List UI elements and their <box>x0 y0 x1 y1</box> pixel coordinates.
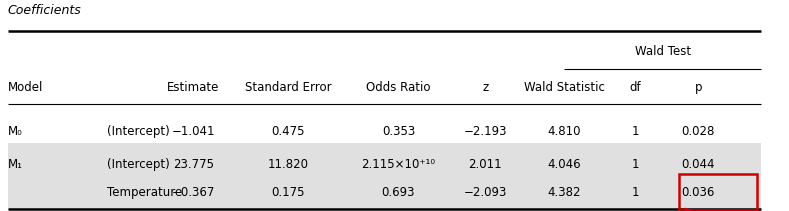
Text: Odds Ratio: Odds Ratio <box>366 81 431 94</box>
Text: Coefficients: Coefficients <box>8 4 81 17</box>
Text: (Intercept): (Intercept) <box>107 158 170 171</box>
Text: 2.115×10⁺¹⁰: 2.115×10⁺¹⁰ <box>361 158 436 171</box>
Text: 1: 1 <box>631 158 639 171</box>
Text: z: z <box>482 81 488 94</box>
Text: Temperature: Temperature <box>107 185 181 199</box>
Text: −2.093: −2.093 <box>464 185 507 199</box>
Text: 23.775: 23.775 <box>173 158 214 171</box>
Text: 0.036: 0.036 <box>682 185 715 199</box>
Text: Estimate: Estimate <box>167 81 219 94</box>
Text: 11.820: 11.820 <box>267 158 308 171</box>
Text: 1: 1 <box>631 185 639 199</box>
Text: 4.046: 4.046 <box>548 158 581 171</box>
Text: df: df <box>630 81 641 94</box>
Text: Standard Error: Standard Error <box>245 81 331 94</box>
Bar <box>8 143 761 210</box>
Text: Wald Test: Wald Test <box>634 45 691 58</box>
Text: 0.175: 0.175 <box>271 185 305 199</box>
Bar <box>679 173 757 210</box>
Text: M₀: M₀ <box>8 125 23 138</box>
Text: 4.810: 4.810 <box>548 125 581 138</box>
Text: 4.382: 4.382 <box>548 185 581 199</box>
Text: 0.693: 0.693 <box>382 185 415 199</box>
Text: Model: Model <box>8 81 43 94</box>
Text: 0.044: 0.044 <box>682 158 715 171</box>
Text: 0.028: 0.028 <box>682 125 715 138</box>
Text: 0.475: 0.475 <box>271 125 305 138</box>
Text: 1: 1 <box>631 125 639 138</box>
Text: −0.367: −0.367 <box>172 185 215 199</box>
Text: −1.041: −1.041 <box>171 125 215 138</box>
Text: Wald Statistic: Wald Statistic <box>524 81 604 94</box>
Text: (Intercept): (Intercept) <box>107 125 170 138</box>
Text: 0.353: 0.353 <box>382 125 415 138</box>
Text: 2.011: 2.011 <box>469 158 502 171</box>
Text: M₁: M₁ <box>8 158 23 171</box>
Text: p: p <box>694 81 702 94</box>
Text: −2.193: −2.193 <box>463 125 507 138</box>
